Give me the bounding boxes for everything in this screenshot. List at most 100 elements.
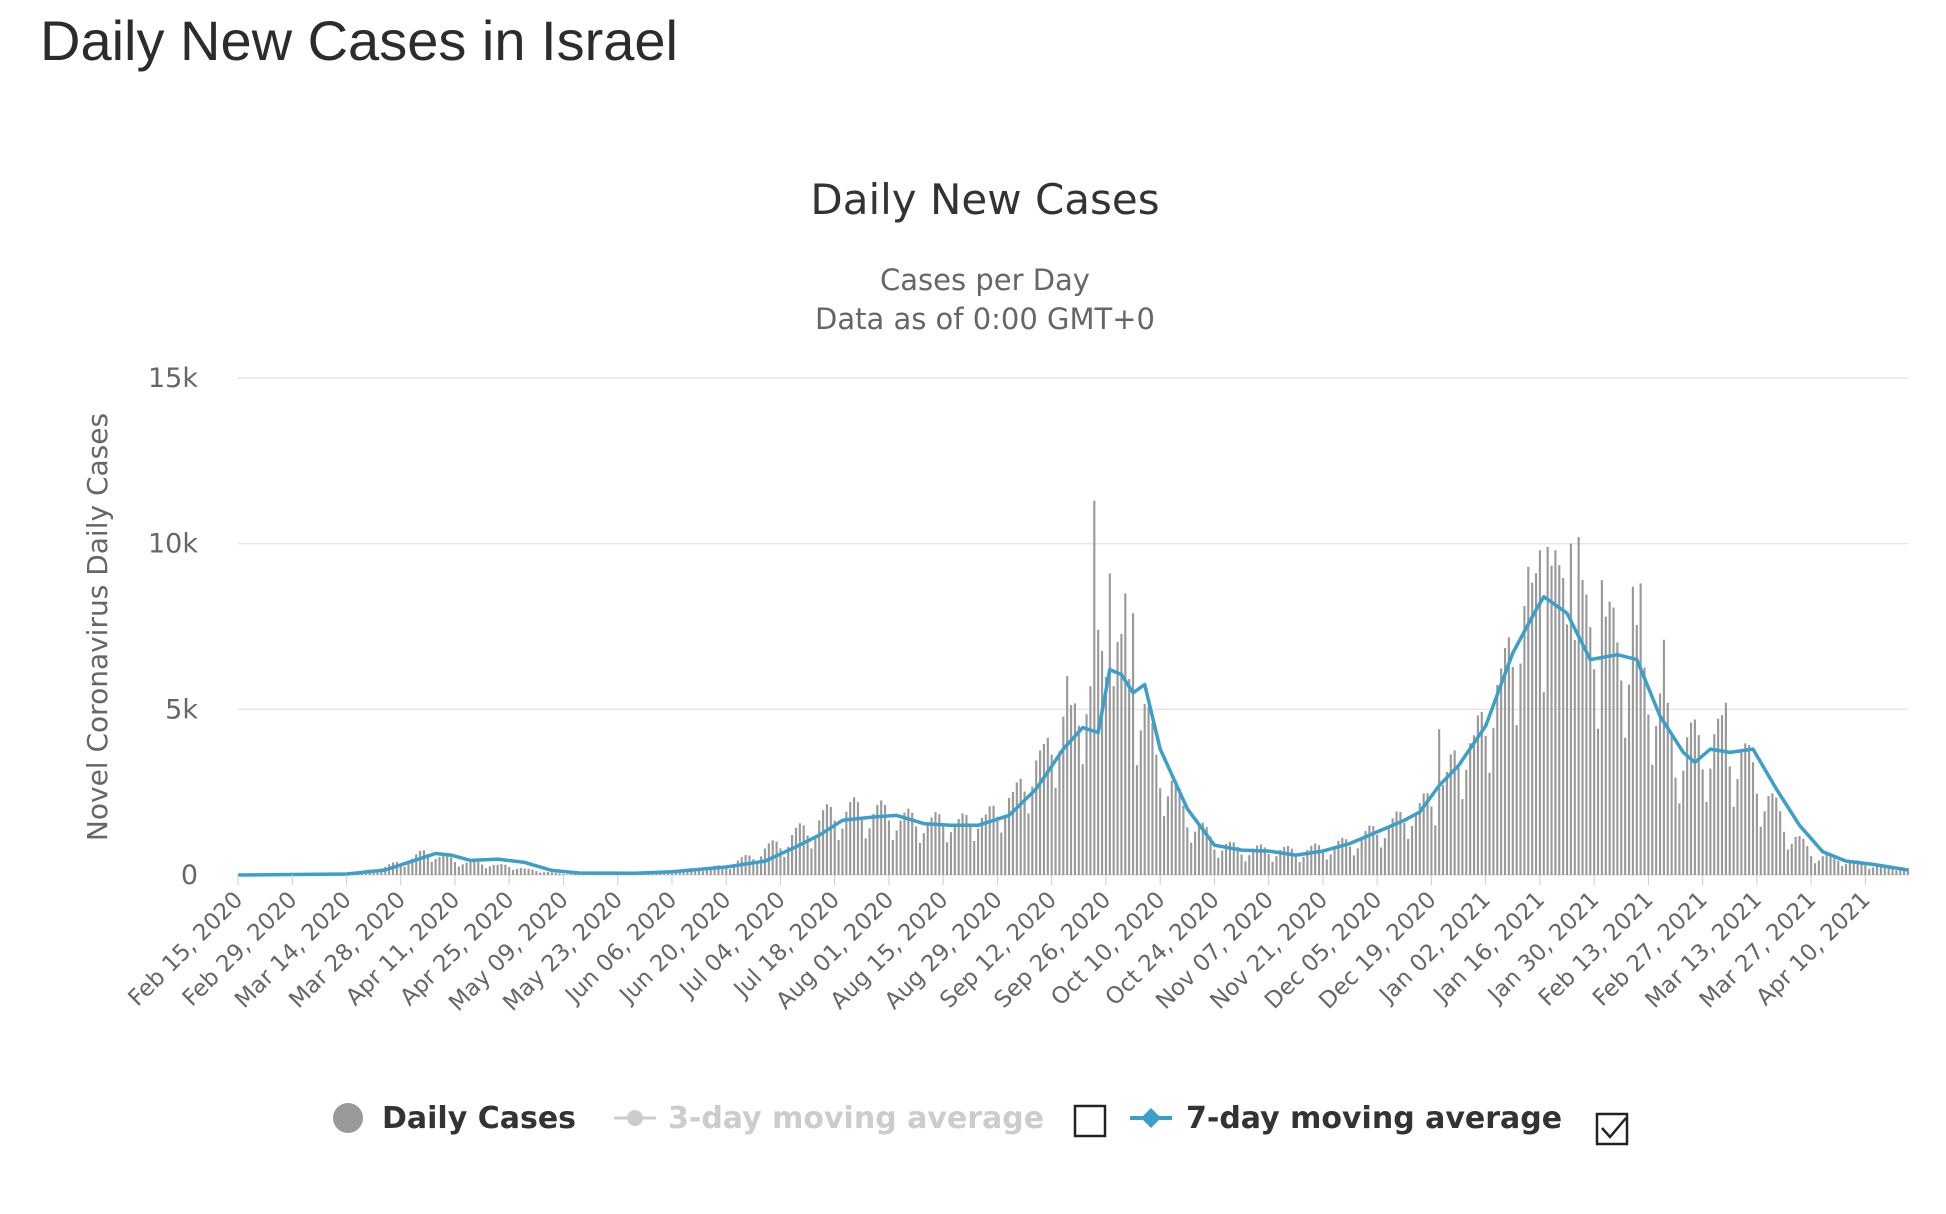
daily-cases-bar[interactable]: [1395, 811, 1398, 875]
daily-cases-bar[interactable]: [1554, 550, 1557, 875]
daily-cases-bar[interactable]: [1438, 729, 1441, 875]
daily-cases-bar[interactable]: [1906, 868, 1910, 875]
daily-cases-bar[interactable]: [1077, 725, 1080, 875]
daily-cases-bar[interactable]: [1224, 843, 1228, 875]
daily-cases-bar[interactable]: [1038, 750, 1042, 875]
daily-cases-bar[interactable]: [1302, 856, 1305, 875]
daily-cases-bar[interactable]: [829, 806, 832, 875]
daily-cases-bar[interactable]: [1728, 766, 1731, 875]
daily-cases-bar[interactable]: [1100, 650, 1104, 875]
daily-cases-bar[interactable]: [957, 819, 960, 875]
daily-cases-bar[interactable]: [1593, 669, 1596, 875]
daily-cases-bar[interactable]: [1538, 550, 1541, 875]
daily-cases-bar[interactable]: [1073, 703, 1077, 875]
daily-cases-bar[interactable]: [756, 863, 759, 875]
daily-cases-bar[interactable]: [1492, 728, 1495, 875]
daily-cases-bar[interactable]: [1775, 797, 1778, 875]
daily-cases-bar[interactable]: [1658, 693, 1662, 875]
daily-cases-bar[interactable]: [845, 811, 848, 875]
daily-cases-bar[interactable]: [1310, 845, 1313, 875]
daily-cases-bar[interactable]: [1352, 855, 1355, 875]
daily-cases-bar[interactable]: [1283, 846, 1286, 875]
daily-cases-bar[interactable]: [1686, 737, 1689, 875]
daily-cases-bar[interactable]: [942, 826, 945, 875]
daily-cases-bar[interactable]: [1434, 825, 1437, 875]
daily-cases-bar[interactable]: [1178, 788, 1181, 875]
daily-cases-bar[interactable]: [1523, 605, 1526, 875]
daily-cases-bar[interactable]: [496, 864, 499, 875]
daily-cases-bar[interactable]: [1771, 793, 1774, 875]
daily-cases-bar[interactable]: [1852, 860, 1855, 875]
moving-average-lines[interactable]: [237, 594, 1909, 877]
daily-cases-bar[interactable]: [806, 835, 809, 875]
daily-cases-bar[interactable]: [535, 871, 538, 875]
daily-cases-bar[interactable]: [1093, 500, 1096, 875]
daily-cases-bar[interactable]: [1461, 799, 1464, 875]
daily-cases-bar[interactable]: [1507, 637, 1510, 875]
daily-cases-bar[interactable]: [543, 872, 546, 875]
daily-cases-bar[interactable]: [694, 868, 697, 875]
daily-cases-bar[interactable]: [1329, 854, 1332, 875]
daily-cases-bar[interactable]: [930, 817, 933, 875]
daily-cases-bar[interactable]: [562, 874, 565, 875]
daily-cases-bar[interactable]: [1662, 639, 1665, 875]
daily-cases-bar[interactable]: [1325, 859, 1328, 875]
daily-cases-bar[interactable]: [969, 826, 972, 875]
daily-cases-bar[interactable]: [430, 861, 433, 875]
daily-cases-bar[interactable]: [1186, 827, 1189, 875]
daily-cases-bar[interactable]: [1414, 814, 1417, 875]
daily-cases-bar[interactable]: [864, 838, 867, 875]
daily-cases-bar[interactable]: [500, 864, 503, 875]
daily-cases-bar[interactable]: [1616, 642, 1619, 875]
daily-cases-bar[interactable]: [1631, 586, 1634, 875]
daily-cases-bar[interactable]: [1612, 607, 1615, 875]
daily-cases-bar[interactable]: [1655, 726, 1658, 875]
daily-cases-bar[interactable]: [415, 854, 418, 875]
daily-cases-bar[interactable]: [678, 870, 681, 875]
daily-cases-bar[interactable]: [1736, 779, 1739, 875]
daily-cases-bar[interactable]: [1577, 537, 1580, 875]
daily-cases-bar[interactable]: [988, 806, 991, 875]
daily-cases-bar[interactable]: [884, 805, 887, 875]
daily-cases-bar[interactable]: [1244, 861, 1247, 875]
daily-cases-bar[interactable]: [1135, 765, 1138, 875]
daily-cases-bar[interactable]: [876, 804, 879, 875]
legend-item-3-day-average[interactable]: 3-day moving average: [614, 1101, 1107, 1138]
daily-cases-bar[interactable]: [550, 872, 553, 875]
daily-cases-bar[interactable]: [880, 800, 883, 875]
daily-cases-bar[interactable]: [698, 869, 701, 875]
daily-cases-bar[interactable]: [794, 827, 798, 875]
daily-cases-bar[interactable]: [461, 864, 464, 875]
daily-cases-bar[interactable]: [1899, 869, 1902, 875]
daily-cases-bar[interactable]: [1430, 806, 1433, 875]
daily-cases-bar[interactable]: [1046, 737, 1049, 875]
daily-cases-bar[interactable]: [477, 861, 480, 875]
daily-cases-bar[interactable]: [1360, 838, 1363, 875]
daily-cases-bar[interactable]: [1263, 847, 1266, 875]
daily-cases-bar[interactable]: [849, 802, 852, 875]
daily-cases-bar[interactable]: [1740, 752, 1743, 875]
daily-cases-bar[interactable]: [841, 828, 844, 875]
daily-cases-bar[interactable]: [1550, 565, 1553, 875]
daily-cases-bar[interactable]: [1201, 822, 1204, 875]
daily-cases-bar[interactable]: [488, 866, 491, 875]
daily-cases-bar[interactable]: [1348, 846, 1352, 875]
daily-cases-bar[interactable]: [1596, 728, 1600, 875]
daily-cases-bar[interactable]: [860, 818, 863, 875]
daily-cases-bar[interactable]: [1573, 639, 1576, 875]
daily-cases-bar[interactable]: [1744, 743, 1747, 875]
daily-cases-bar[interactable]: [1767, 796, 1770, 875]
daily-cases-bar[interactable]: [1562, 578, 1565, 875]
daily-cases-bar[interactable]: [1042, 744, 1046, 875]
daily-cases-bar[interactable]: [977, 828, 980, 875]
daily-cases-bar[interactable]: [1019, 778, 1022, 875]
daily-cases-bar[interactable]: [1515, 725, 1518, 875]
daily-cases-bar[interactable]: [438, 857, 441, 875]
daily-cases-bar[interactable]: [984, 814, 987, 875]
daily-cases-bar[interactable]: [1170, 780, 1173, 875]
daily-cases-bar[interactable]: [1376, 834, 1379, 875]
daily-cases-bar[interactable]: [709, 866, 712, 875]
daily-cases-bar[interactable]: [814, 836, 817, 875]
daily-cases-bar[interactable]: [872, 813, 875, 875]
daily-cases-bar[interactable]: [1720, 715, 1724, 875]
